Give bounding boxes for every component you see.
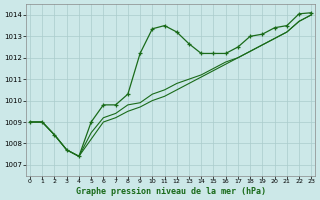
X-axis label: Graphe pression niveau de la mer (hPa): Graphe pression niveau de la mer (hPa) bbox=[76, 187, 266, 196]
